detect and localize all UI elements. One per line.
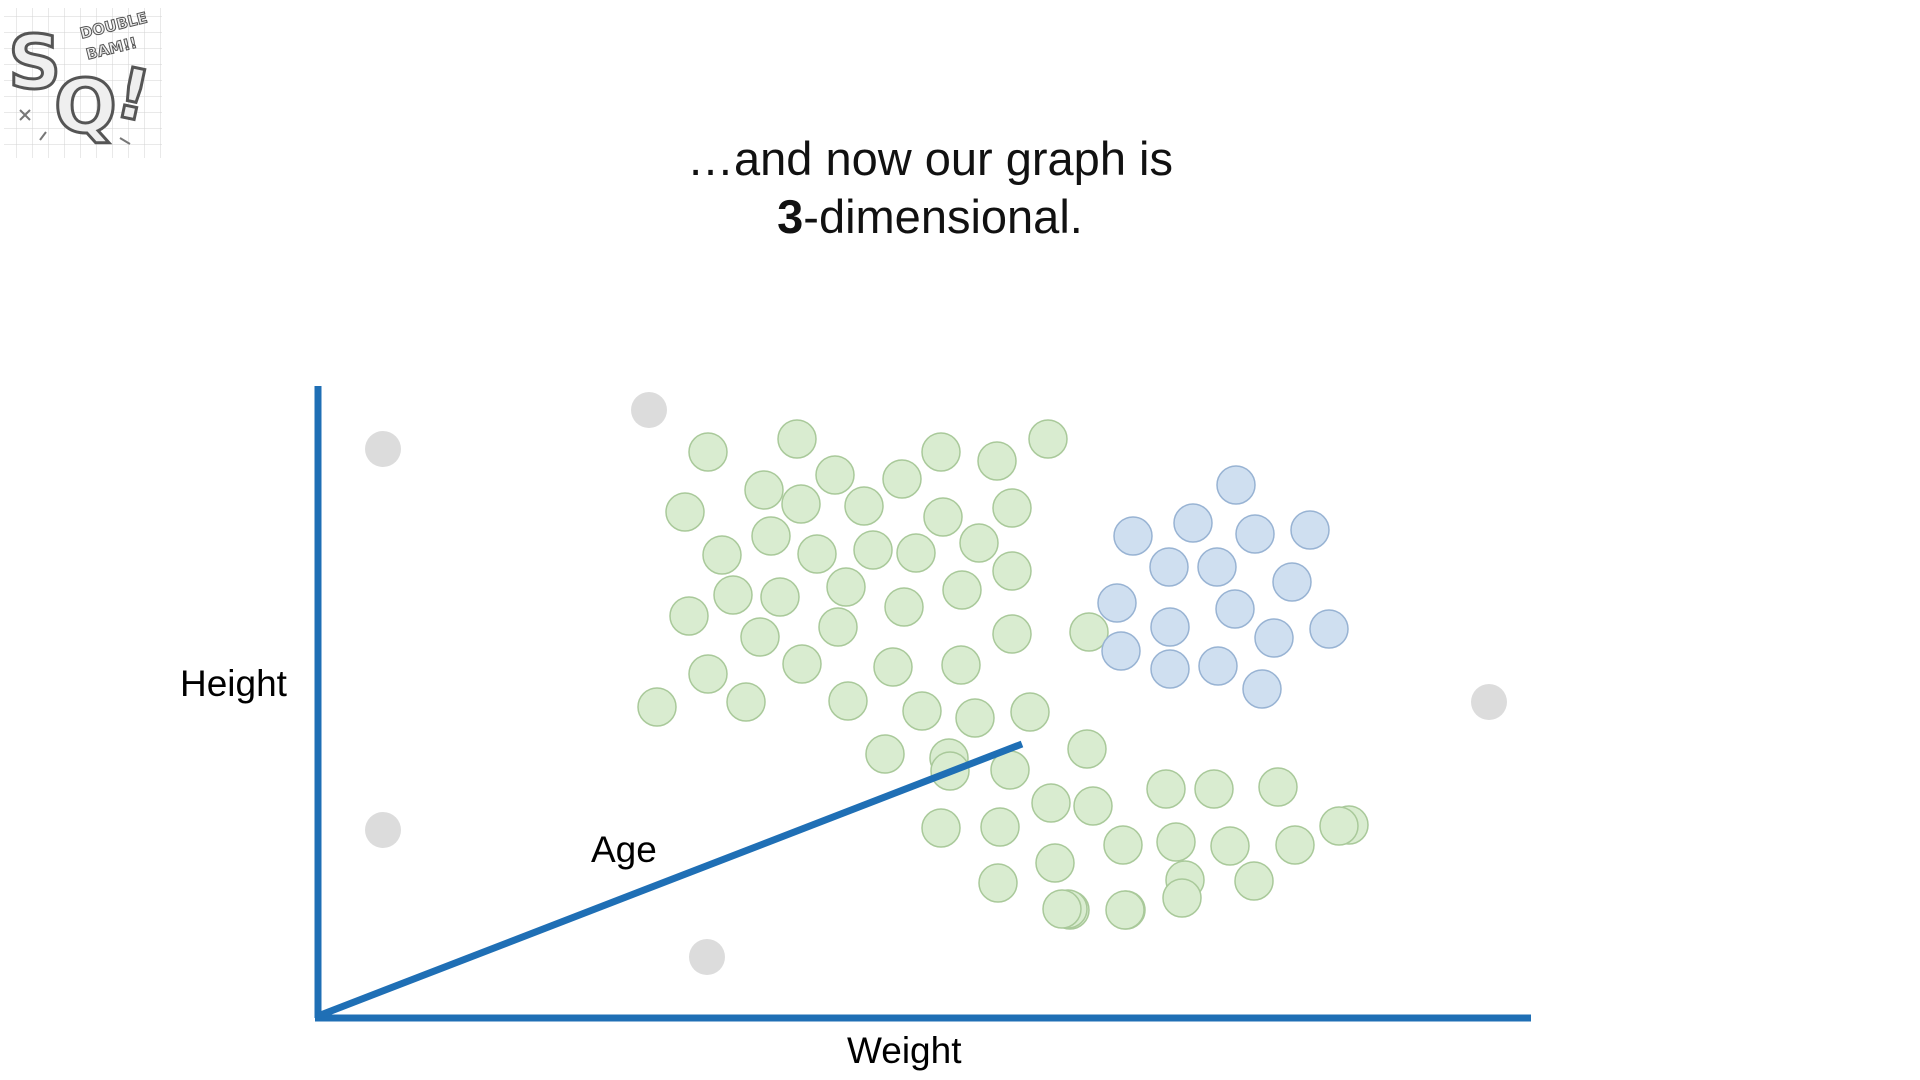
- green-data-point: [1035, 843, 1075, 883]
- green-data-point: [992, 488, 1032, 528]
- blue-data-point: [1216, 465, 1256, 505]
- green-data-point: [942, 570, 982, 610]
- green-data-point: [688, 432, 728, 472]
- green-data-point: [853, 530, 893, 570]
- green-data-point: [751, 516, 791, 556]
- green-data-point: [896, 533, 936, 573]
- green-data-point: [941, 645, 981, 685]
- green-data-point: [882, 459, 922, 499]
- green-data-point: [1042, 889, 1082, 929]
- green-data-point: [1031, 783, 1071, 823]
- green-data-point: [688, 654, 728, 694]
- blue-data-point: [1097, 583, 1137, 623]
- gray-data-point: [631, 392, 667, 428]
- green-data-point: [1067, 729, 1107, 769]
- green-data-point: [1146, 769, 1186, 809]
- green-data-point: [1105, 890, 1145, 930]
- gray-data-point: [365, 431, 401, 467]
- z-axis: [316, 740, 1024, 1020]
- title-emphasis: 3: [777, 190, 804, 243]
- x-axis-label: Weight: [847, 1030, 962, 1071]
- green-data-point: [782, 644, 822, 684]
- green-data-point: [844, 486, 884, 526]
- green-data-point: [1210, 826, 1250, 866]
- green-data-point: [669, 596, 709, 636]
- green-data-point: [781, 484, 821, 524]
- green-data-point: [740, 617, 780, 657]
- green-data-point: [977, 441, 1017, 481]
- green-data-point: [818, 607, 858, 647]
- green-data-point: [1103, 825, 1143, 865]
- green-data-point: [1010, 692, 1050, 732]
- green-data-point: [777, 419, 817, 459]
- green-data-point: [873, 647, 913, 687]
- green-data-point: [726, 682, 766, 722]
- green-data-point: [980, 807, 1020, 847]
- blue-data-point: [1290, 510, 1330, 550]
- blue-data-point: [1173, 503, 1213, 543]
- blue-data-point: [1254, 618, 1294, 658]
- z-axis-label: Age: [591, 829, 657, 870]
- blue-data-point: [1113, 516, 1153, 556]
- blue-data-point: [1242, 669, 1282, 709]
- blue-data-point: [1272, 562, 1312, 602]
- green-data-point: [744, 470, 784, 510]
- green-data-point: [1234, 861, 1274, 901]
- green-data-point: [978, 863, 1018, 903]
- svg-text:Q: Q: [54, 64, 117, 150]
- title-line-2: 3-dimensional.: [0, 188, 1860, 246]
- green-data-point: [921, 808, 961, 848]
- green-data-point: [921, 432, 961, 472]
- blue-data-point: [1150, 649, 1190, 689]
- slide-title: …and now our graph is 3-dimensional.: [0, 130, 1860, 246]
- green-data-point: [1073, 786, 1113, 826]
- blue-data-point: [1309, 609, 1349, 649]
- y-axis-label: Height: [180, 663, 288, 704]
- green-data-point: [1028, 419, 1068, 459]
- blue-data-point: [1149, 547, 1189, 587]
- blue-data-point: [1197, 547, 1237, 587]
- green-data-point: [815, 455, 855, 495]
- blue-data-point: [1215, 589, 1255, 629]
- green-data-point: [959, 523, 999, 563]
- green-data-point: [992, 614, 1032, 654]
- gray-data-point: [365, 812, 401, 848]
- green-data-point: [828, 681, 868, 721]
- green-data-point: [1275, 825, 1315, 865]
- title-line-1: …and now our graph is: [687, 132, 1173, 185]
- gray-data-point: [1471, 684, 1507, 720]
- green-data-point: [1162, 878, 1202, 918]
- green-data-point: [637, 687, 677, 727]
- green-data-point: [902, 691, 942, 731]
- green-data-point: [884, 587, 924, 627]
- green-data-point: [826, 567, 866, 607]
- blue-data-point: [1101, 631, 1141, 671]
- green-data-point: [1194, 769, 1234, 809]
- green-data-point: [1156, 822, 1196, 862]
- green-data-point: [1319, 806, 1359, 846]
- green-data-point: [760, 577, 800, 617]
- green-data-point: [923, 497, 963, 537]
- gray-data-point: [689, 939, 725, 975]
- green-data-point: [955, 698, 995, 738]
- svg-text:S: S: [8, 20, 61, 106]
- blue-data-point: [1235, 514, 1275, 554]
- green-data-point: [1258, 767, 1298, 807]
- green-data-point: [1069, 612, 1109, 652]
- green-data-point: [713, 575, 753, 615]
- green-data-point: [992, 551, 1032, 591]
- green-data-point: [797, 534, 837, 574]
- data-points: [365, 392, 1507, 975]
- green-data-point: [702, 535, 742, 575]
- green-data-point: [865, 734, 905, 774]
- title-line-2-rest: -dimensional.: [803, 190, 1083, 243]
- green-data-point: [665, 492, 705, 532]
- blue-data-point: [1198, 646, 1238, 686]
- blue-data-point: [1150, 607, 1190, 647]
- statquest-logo-icon: S Q ! DOUBLE BAM!!: [4, 8, 162, 158]
- statquest-logo: S Q ! DOUBLE BAM!! DOUBLE BAM!! SQ!: [0, 0, 170, 165]
